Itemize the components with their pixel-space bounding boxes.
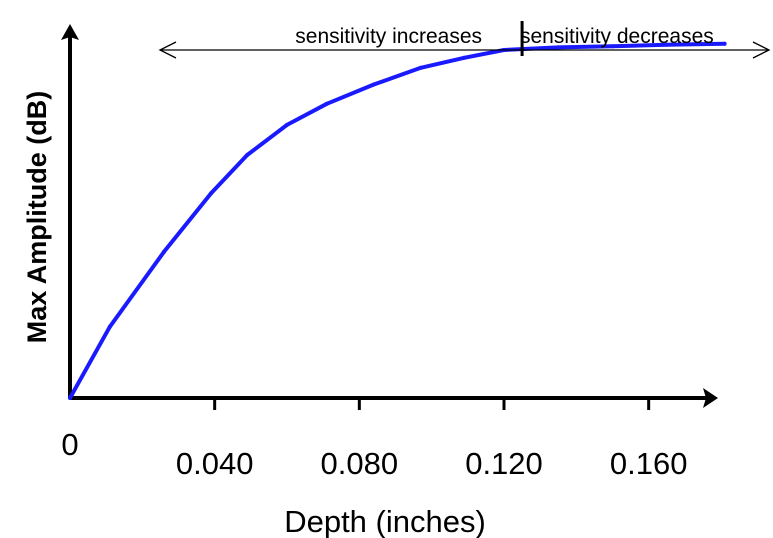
series-point [285,122,289,127]
annotation-left-arrowhead [158,41,177,59]
series-point [610,44,615,49]
series-point [556,45,561,50]
series-point [418,65,423,70]
series-point [107,324,112,329]
x-tick-label: 0.160 [610,446,688,481]
x-tick-label: 0.080 [321,446,399,481]
series-point [68,396,72,400]
y-axis-arrowhead [61,24,79,40]
x-tick-label: 0.040 [176,446,254,481]
x-tick-labels: 0 0.040 0.080 0.120 0.160 [61,427,687,481]
series-point [324,101,329,106]
x-tick-label: 0.120 [465,446,543,481]
sensitivity-decreases-label: sensitivity decreases [520,25,714,48]
x-axis-title: Depth (inches) [284,504,486,538]
series-line [68,41,727,400]
x-ticks [213,398,651,410]
series-point [722,41,727,46]
series-point [462,55,467,60]
y-axis-title: Max Amplitude (dB) [22,91,52,344]
series-point [371,82,376,87]
series-point [209,191,214,196]
series-point [664,42,669,47]
sensitivity-annotation: sensitivity increases sensitivity decrea… [158,21,771,59]
series-point [162,249,166,254]
x-axis-arrowhead [703,388,718,408]
series-point [245,153,250,157]
sensitivity-increases-label: sensitivity increases [295,25,482,48]
series-group [68,41,727,400]
x-tick-label: 0 [61,427,78,462]
axes [61,24,718,408]
annotation-right-arrowhead [752,41,771,59]
